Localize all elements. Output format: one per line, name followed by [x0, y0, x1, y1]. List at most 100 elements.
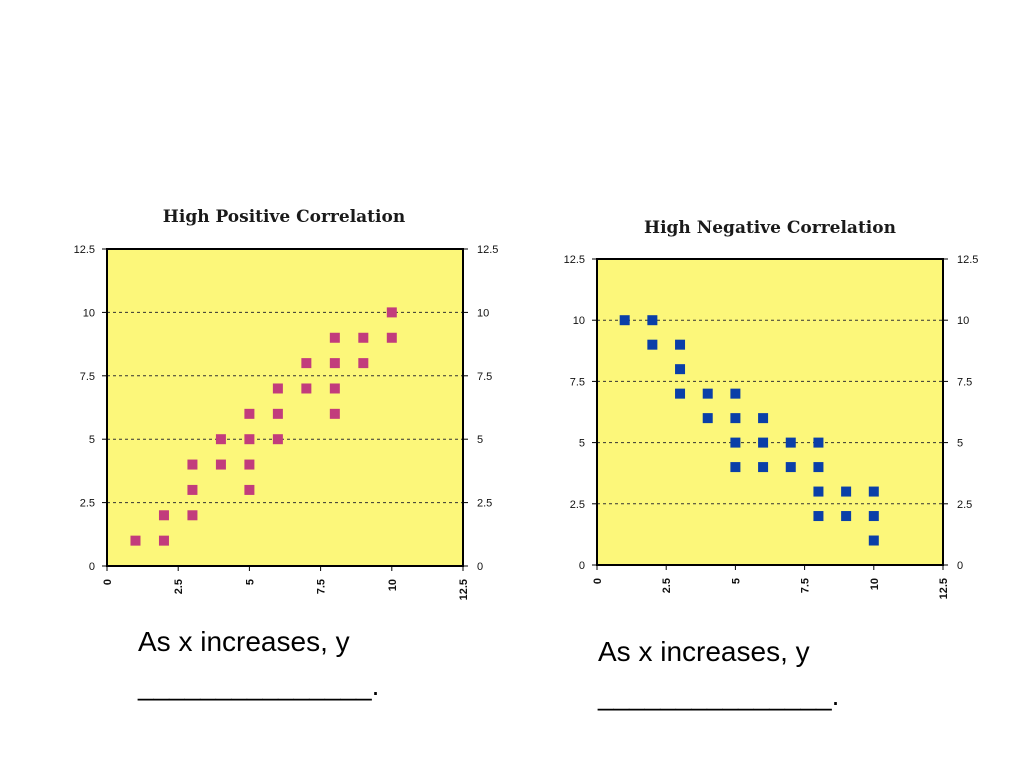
y-tick-label-right-positive: 7.5 [477, 371, 492, 383]
y-tick-label-right-negative: 5 [957, 438, 963, 450]
x-tick-label-negative: 5 [730, 578, 742, 584]
data-point-positive [358, 358, 369, 369]
data-point-positive [358, 332, 369, 343]
chart-positive: High Positive Correlation 0 0 2.5 2.5 5 5 7.5 7.… [74, 207, 499, 600]
y-tick-label-left-positive: 7.5 [80, 371, 95, 383]
data-point-positive [244, 484, 255, 495]
y-tick-label-right-negative: 2.5 [957, 499, 972, 511]
y-tick-label-right-positive: 5 [477, 434, 483, 446]
data-point-positive [272, 383, 283, 394]
y-tick-label-left-negative: 2.5 [570, 499, 585, 511]
y-tick-label-left-negative: 7.5 [570, 376, 585, 388]
data-point-positive [187, 459, 198, 470]
data-point-positive [187, 510, 198, 521]
data-point-negative [647, 339, 658, 350]
data-point-positive [244, 434, 255, 445]
y-tick-label-left-negative: 10 [573, 315, 585, 327]
x-tick-label-negative: 10 [869, 578, 881, 590]
y-tick-label-left-positive: 10 [83, 307, 95, 319]
data-point-positive [187, 484, 198, 495]
chart-negative: High Negative Correlation 0 0 2.5 2.5 5 5 7.5 7.… [564, 218, 979, 599]
x-tick-label-positive: 10 [387, 579, 399, 591]
y-tick-label-right-negative: 0 [957, 560, 963, 572]
x-tick-label-negative: 12.5 [938, 578, 950, 599]
data-point-positive [386, 332, 397, 343]
y-tick-label-left-positive: 0 [89, 561, 95, 573]
y-tick-label-right-positive: 10 [477, 307, 489, 319]
x-tick-label-negative: 7.5 [800, 578, 812, 593]
data-point-negative [730, 388, 741, 399]
data-point-negative [841, 511, 852, 522]
y-tick-label-left-negative: 0 [579, 560, 585, 572]
data-point-positive [329, 332, 340, 343]
data-point-positive [272, 434, 283, 445]
caption-positive-blank: _______________. [138, 670, 380, 701]
data-point-positive [158, 535, 169, 546]
data-point-negative [619, 315, 630, 326]
data-point-positive [244, 459, 255, 470]
data-point-negative [785, 437, 796, 448]
y-tick-label-right-negative: 12.5 [957, 254, 978, 266]
data-point-negative [813, 437, 824, 448]
x-tick-label-positive: 0 [102, 579, 114, 585]
caption-positive: As x increases, y _______________. [138, 620, 379, 708]
caption-negative-line1: As x increases, y [598, 636, 810, 667]
data-point-negative [813, 511, 824, 522]
caption-negative: As x increases, y _______________. [598, 630, 839, 718]
y-tick-label-right-positive: 2.5 [477, 498, 492, 510]
data-point-positive [130, 535, 141, 546]
data-point-positive [272, 408, 283, 419]
data-point-negative [758, 462, 769, 473]
data-point-negative [813, 486, 824, 497]
data-point-positive [244, 408, 255, 419]
caption-positive-line1: As x increases, y [138, 626, 350, 657]
plot-area-negative [597, 259, 943, 565]
plot-border-positive [106, 248, 464, 567]
data-point-negative [758, 413, 769, 424]
data-point-positive [329, 358, 340, 369]
x-tick-label-positive: 12.5 [458, 579, 470, 600]
data-point-negative [675, 388, 686, 399]
y-tick-label-right-negative: 10 [957, 315, 969, 327]
data-point-positive [386, 307, 397, 318]
data-point-negative [675, 364, 686, 375]
plot-border-negative [596, 258, 944, 566]
y-tick-label-right-positive: 12.5 [477, 244, 498, 256]
x-tick-label-positive: 7.5 [316, 579, 328, 594]
data-point-negative [730, 462, 741, 473]
data-point-negative [813, 462, 824, 473]
chart-title-positive: High Positive Correlation [163, 207, 405, 227]
data-point-positive [301, 358, 312, 369]
data-point-negative [702, 413, 713, 424]
y-tick-label-left-positive: 12.5 [74, 244, 95, 256]
data-point-negative [785, 462, 796, 473]
x-tick-label-negative: 0 [592, 578, 604, 584]
chart-title-negative: High Negative Correlation [644, 218, 896, 238]
y-tick-label-left-positive: 2.5 [80, 498, 95, 510]
y-tick-label-left-negative: 12.5 [564, 254, 585, 266]
data-point-positive [329, 383, 340, 394]
data-point-positive [329, 408, 340, 419]
data-point-negative [841, 486, 852, 497]
y-tick-label-left-negative: 5 [579, 438, 585, 450]
y-tick-label-left-positive: 5 [89, 434, 95, 446]
x-tick-label-positive: 2.5 [173, 579, 185, 594]
data-point-positive [215, 459, 226, 470]
data-point-positive [301, 383, 312, 394]
data-point-negative [758, 437, 769, 448]
data-point-positive [215, 434, 226, 445]
data-point-negative [647, 315, 658, 326]
data-point-negative [730, 413, 741, 424]
data-point-negative [868, 511, 879, 522]
data-point-negative [675, 339, 686, 350]
caption-negative-blank: _______________. [598, 680, 840, 711]
y-tick-label-right-positive: 0 [477, 561, 483, 573]
data-point-negative [868, 535, 879, 546]
y-tick-label-right-negative: 7.5 [957, 376, 972, 388]
data-point-positive [158, 510, 169, 521]
x-tick-label-negative: 2.5 [661, 578, 673, 593]
data-point-negative [868, 486, 879, 497]
data-point-negative [730, 437, 741, 448]
data-point-negative [702, 388, 713, 399]
